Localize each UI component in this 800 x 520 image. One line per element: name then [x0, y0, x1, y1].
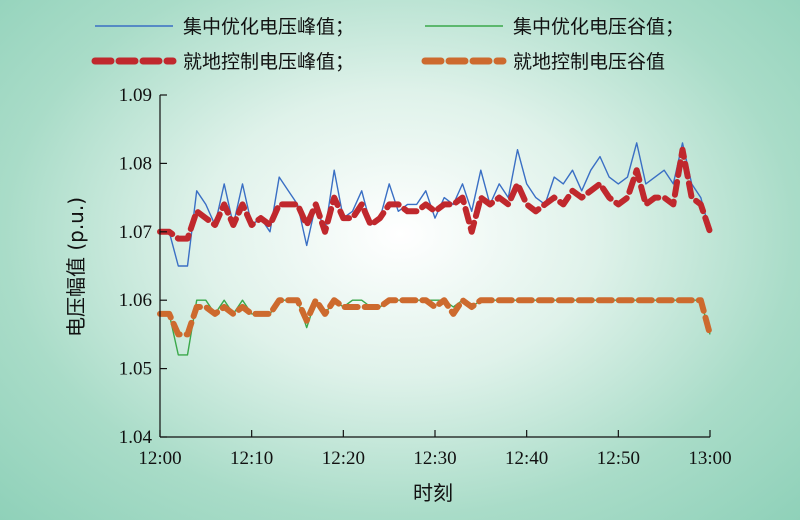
legend-label-2: 集中优化电压谷值； — [513, 16, 684, 38]
axes: 1.04 1.05 1.06 1.07 1.08 1.09 12:00 12:10 12:20 1… — [119, 85, 732, 469]
y-tick-label: 1.08 — [119, 153, 152, 174]
series-line-3 — [157, 146, 713, 242]
x-tick-label: 12:30 — [413, 448, 456, 469]
y-tick-label: 1.05 — [119, 359, 152, 380]
x-tick-label: 12:50 — [597, 448, 640, 469]
legend: 集中优化电压峰值； 集中优化电压谷值； 就地控制电压峰值； 就地控制电压谷值 — [91, 16, 684, 73]
x-axis-title: 时刻 — [413, 481, 453, 505]
legend-label-3: 就地控制电压峰值； — [183, 51, 354, 73]
y-tick-label: 1.04 — [119, 427, 153, 448]
y-tick-label: 1.06 — [119, 290, 152, 311]
plot-area — [157, 142, 713, 356]
legend-label-4: 就地控制电压谷值 — [513, 51, 665, 73]
x-tick-label: 12:10 — [230, 448, 273, 469]
x-tick-label: 12:00 — [138, 448, 181, 469]
y-tick-label: 1.07 — [119, 222, 152, 243]
y-tick-label: 1.09 — [119, 85, 152, 106]
x-tick-label: 13:00 — [688, 448, 731, 469]
x-tick-label: 12:40 — [505, 448, 548, 469]
y-axis-title: 电压幅值 (p.u.) — [64, 197, 88, 337]
legend-label-1: 集中优化电压峰值； — [183, 16, 354, 38]
series-line-4 — [157, 297, 713, 338]
x-tick-label: 12:20 — [322, 448, 365, 469]
